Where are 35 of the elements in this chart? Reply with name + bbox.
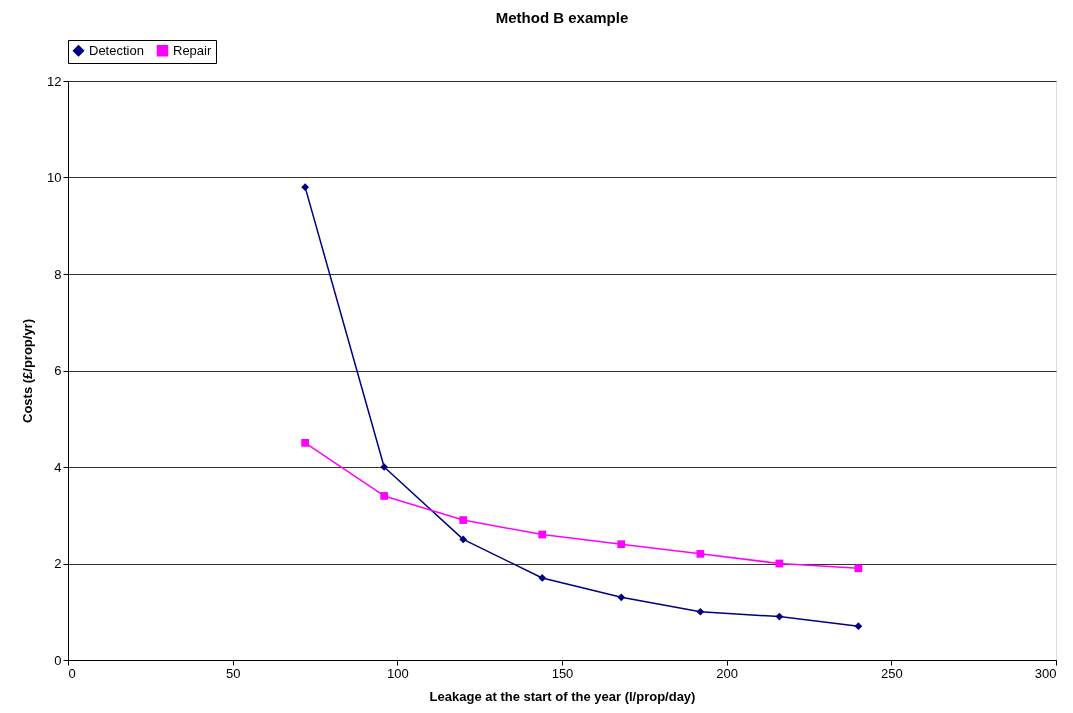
point <box>854 622 863 631</box>
point <box>696 607 705 616</box>
x-tick-label: 0 <box>68 665 76 681</box>
point <box>854 564 863 573</box>
legend-label: Detection <box>89 42 144 58</box>
y-tick-label: 4 <box>54 459 62 475</box>
point <box>617 593 626 602</box>
point <box>301 439 309 447</box>
x-tick-label: 250 <box>880 665 903 681</box>
y-axis-title: Costs (£/prop/yr) <box>20 318 36 424</box>
point <box>459 535 468 544</box>
point <box>775 559 784 568</box>
point <box>301 183 309 192</box>
point <box>696 549 705 558</box>
y-tick-label: 10 <box>47 170 62 185</box>
point <box>380 492 389 500</box>
point <box>538 574 547 582</box>
y-tick-label: 2 <box>54 556 62 571</box>
point <box>775 612 784 621</box>
x-tick-label: 100 <box>386 665 409 681</box>
point <box>538 530 547 539</box>
y-tick-label: 12 <box>47 73 62 89</box>
y-tick-label: 0 <box>54 652 62 668</box>
point <box>617 540 626 549</box>
x-axis-title: Leakage at the start of the year (l/prop/day) <box>429 688 696 704</box>
point <box>380 463 389 471</box>
x-tick-label: 150 <box>551 665 574 681</box>
y-tick-label: 6 <box>54 363 62 378</box>
y-tick-label: 8 <box>54 266 62 282</box>
chart-title: Method B example <box>495 8 629 26</box>
x-tick-label: 300 <box>1034 665 1057 681</box>
point <box>459 516 468 524</box>
x-tick-label: 50 <box>225 665 241 681</box>
x-tick-label: 200 <box>716 665 739 681</box>
legend-label: Repair <box>173 42 212 58</box>
